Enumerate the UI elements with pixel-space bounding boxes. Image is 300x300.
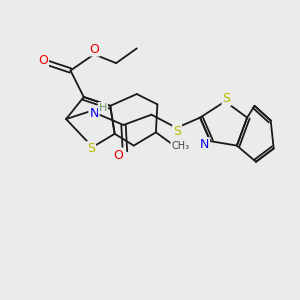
Text: O: O — [38, 54, 48, 67]
Text: N: N — [200, 138, 209, 151]
Text: S: S — [173, 125, 181, 138]
Text: O: O — [114, 148, 123, 161]
Text: S: S — [87, 142, 95, 155]
Text: S: S — [223, 92, 231, 105]
Text: CH₃: CH₃ — [171, 142, 189, 152]
Text: N: N — [89, 107, 99, 120]
Text: O: O — [90, 43, 100, 56]
Text: H: H — [99, 103, 107, 113]
